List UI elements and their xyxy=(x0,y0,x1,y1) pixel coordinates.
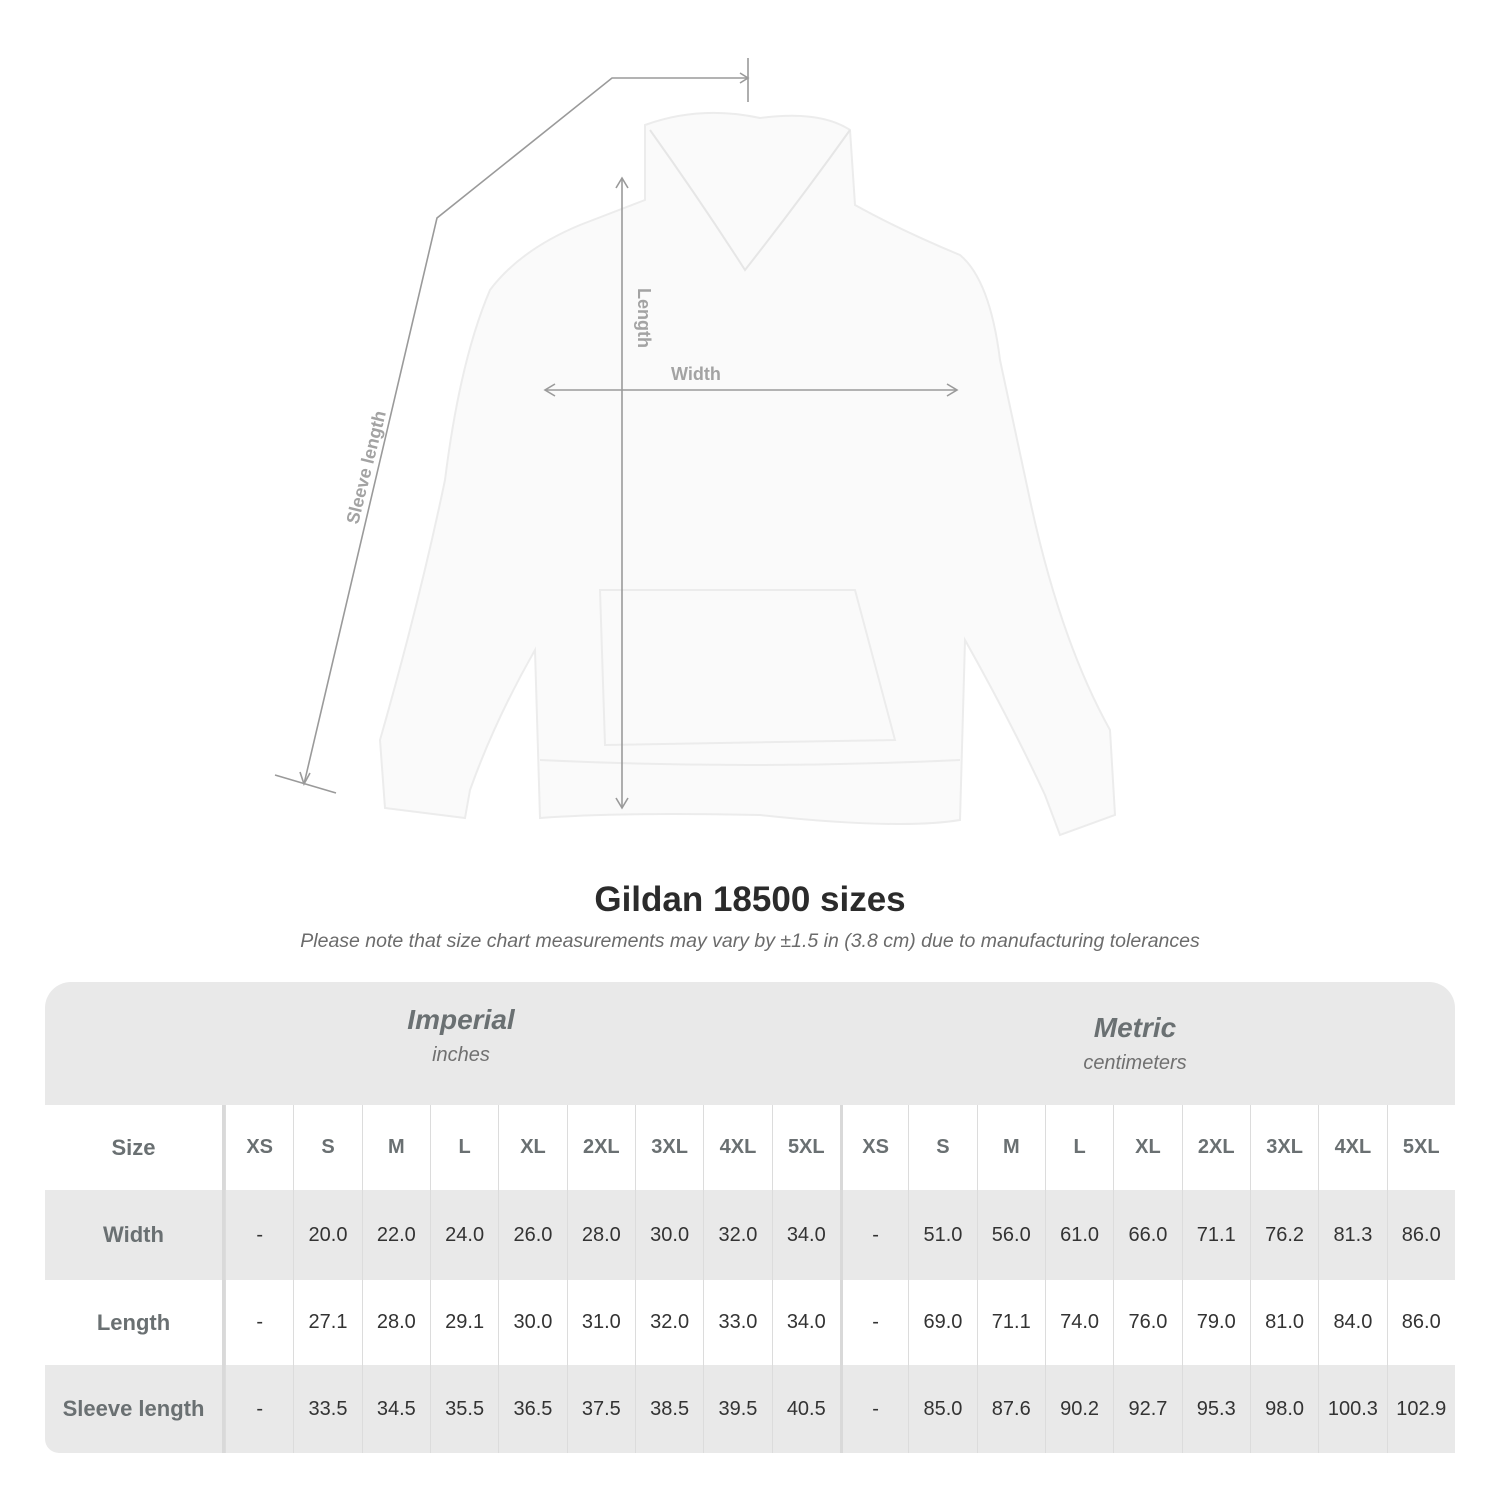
size-header-cell: XS xyxy=(225,1105,293,1190)
value-cell: 79.0 xyxy=(1181,1280,1250,1365)
row-label: Width xyxy=(45,1190,225,1280)
size-header-cell: XL xyxy=(498,1105,566,1190)
value-cell: - xyxy=(225,1365,293,1453)
imperial-heading: Imperial xyxy=(407,1004,515,1035)
size-header-cell: M xyxy=(976,1105,1045,1190)
value-cell: 30.0 xyxy=(498,1280,566,1365)
value-cell: - xyxy=(839,1365,908,1453)
size-header-row: Size XS S M L XL 2XL 3XL 4XL 5XL XS S M L XL 2XL 3XL 4XL 5… xyxy=(45,1105,1455,1190)
size-header-cell: L xyxy=(1044,1105,1113,1190)
row-label: Length xyxy=(45,1280,225,1365)
hoodie-illustration: Sleeve length Length Width xyxy=(274,58,1117,837)
value-cell: 71.1 xyxy=(976,1280,1045,1365)
value-cell: 74.0 xyxy=(1044,1280,1113,1365)
width-label: Width xyxy=(671,364,721,384)
hoodie-shape xyxy=(378,111,1117,837)
table-row: Sleeve length -33.5 34.5 35.5 36.5 37.5 38.5 39… xyxy=(45,1365,1455,1453)
value-cell: - xyxy=(839,1280,908,1365)
table-row: Width -20.0 22.0 24.0 26.0 28.0 30.0 32.0 34.0-5… xyxy=(45,1190,1455,1280)
value-cell: 86.0 xyxy=(1386,1280,1455,1365)
value-cell: 24.0 xyxy=(429,1190,498,1280)
value-cell: - xyxy=(225,1190,293,1280)
value-cell: 76.0 xyxy=(1113,1280,1181,1365)
value-cell: 81.0 xyxy=(1249,1280,1318,1365)
measurement-lines xyxy=(274,58,959,810)
value-cell: 39.5 xyxy=(703,1365,771,1453)
size-header-cell: XL xyxy=(1113,1105,1181,1190)
imperial-unit: inches xyxy=(432,1044,490,1066)
value-cell: 69.0 xyxy=(908,1280,976,1365)
unit-header-band xyxy=(45,982,1455,1105)
sleeve-length-label: Sleeve length xyxy=(342,409,389,526)
value-cell: 27.1 xyxy=(293,1280,361,1365)
size-header-cell: S xyxy=(908,1105,976,1190)
value-cell: 38.5 xyxy=(634,1365,703,1453)
imperial-group: Imperial inches xyxy=(315,1004,607,1067)
value-cell: 34.5 xyxy=(361,1365,430,1453)
size-header-cell: 3XL xyxy=(1249,1105,1318,1190)
value-cell: 28.0 xyxy=(361,1280,430,1365)
value-cell: 100.3 xyxy=(1318,1365,1386,1453)
size-header-cell: M xyxy=(361,1105,430,1190)
row-label: Size xyxy=(45,1105,225,1190)
page-title: Gildan 18500 sizes xyxy=(594,880,906,919)
value-cell: 35.5 xyxy=(429,1365,498,1453)
row-label: Sleeve length xyxy=(45,1365,225,1453)
value-cell: 90.2 xyxy=(1044,1365,1113,1453)
value-cell: 84.0 xyxy=(1318,1280,1386,1365)
size-header-cell: 3XL xyxy=(634,1105,703,1190)
value-cell: 51.0 xyxy=(908,1190,976,1280)
size-table: Imperial inches Metric centimeters Size X… xyxy=(45,982,1455,1453)
value-cell: 32.0 xyxy=(634,1280,703,1365)
metric-heading: Metric xyxy=(1093,1012,1177,1043)
value-cell: 31.0 xyxy=(566,1280,635,1365)
value-cell: - xyxy=(839,1190,908,1280)
value-cell: 86.0 xyxy=(1386,1190,1455,1280)
metric-group: Metric centimeters xyxy=(989,1012,1281,1075)
value-cell: 34.0 xyxy=(771,1190,840,1280)
table-row: Length -27.1 28.0 29.1 30.0 31.0 32.0 33.0 34.0-… xyxy=(45,1280,1455,1365)
value-cell: 37.5 xyxy=(566,1365,635,1453)
value-cell: 95.3 xyxy=(1181,1365,1250,1453)
size-header-cell: 5XL xyxy=(1386,1105,1455,1190)
value-cell: 66.0 xyxy=(1113,1190,1181,1280)
tolerance-note: Please note that size chart measurements… xyxy=(300,930,1200,952)
value-cell: 26.0 xyxy=(498,1190,566,1280)
size-header-cell: 2XL xyxy=(1181,1105,1250,1190)
value-cell: 29.1 xyxy=(429,1280,498,1365)
metric-unit: centimeters xyxy=(1083,1052,1187,1074)
value-cell: 71.1 xyxy=(1181,1190,1250,1280)
value-cell: 87.6 xyxy=(976,1365,1045,1453)
value-cell: 61.0 xyxy=(1044,1190,1113,1280)
value-cell: 56.0 xyxy=(976,1190,1045,1280)
value-cell: 85.0 xyxy=(908,1365,976,1453)
size-header-cell: XS xyxy=(839,1105,908,1190)
value-cell: 40.5 xyxy=(771,1365,840,1453)
value-cell: 33.0 xyxy=(703,1280,771,1365)
length-label: Length xyxy=(634,288,654,348)
value-cell: 30.0 xyxy=(634,1190,703,1280)
value-cell: 102.9 xyxy=(1386,1365,1455,1453)
value-cell: 32.0 xyxy=(703,1190,771,1280)
value-cell: 34.0 xyxy=(771,1280,840,1365)
size-header-cell: S xyxy=(293,1105,361,1190)
value-cell: 33.5 xyxy=(293,1365,361,1453)
value-cell: 20.0 xyxy=(293,1190,361,1280)
value-cell: 92.7 xyxy=(1113,1365,1181,1453)
value-cell: 81.3 xyxy=(1318,1190,1386,1280)
size-header-cell: 2XL xyxy=(566,1105,635,1190)
size-header-cell: 4XL xyxy=(703,1105,771,1190)
value-cell: 98.0 xyxy=(1249,1365,1318,1453)
value-cell: 28.0 xyxy=(566,1190,635,1280)
sleeve-length-line xyxy=(303,77,748,785)
value-cell: 36.5 xyxy=(498,1365,566,1453)
value-cell: 76.2 xyxy=(1249,1190,1318,1280)
size-header-cell: L xyxy=(429,1105,498,1190)
size-header-cell: 5XL xyxy=(771,1105,840,1190)
value-cell: 22.0 xyxy=(361,1190,430,1280)
value-cell: - xyxy=(225,1280,293,1365)
size-header-cell: 4XL xyxy=(1318,1105,1386,1190)
